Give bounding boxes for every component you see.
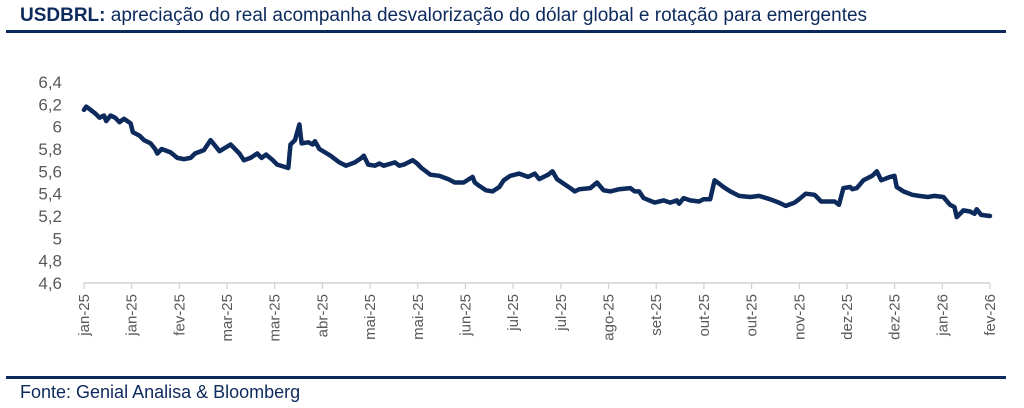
x-tick-label: mai-25 <box>362 294 379 340</box>
title-ticker: USDBRL: <box>20 5 106 26</box>
chart-title: USDBRL: apreciação do real acompanha des… <box>20 5 867 27</box>
x-tick-label: ago-25 <box>601 294 618 341</box>
x-tick-label: jul-25 <box>505 294 522 332</box>
x-tick-label: mar-25 <box>267 294 284 342</box>
x-tick-label: jun-25 <box>457 294 474 337</box>
y-tick-label: 4,8 <box>38 252 62 271</box>
x-tick-label: dez-25 <box>887 294 904 340</box>
title-text: apreciação do real acompanha desvaloriza… <box>105 5 868 26</box>
x-tick-label: out-25 <box>744 294 761 337</box>
x-tick-label: set-25 <box>648 294 665 336</box>
usdbrl-series-line <box>81 104 993 220</box>
title-divider <box>6 30 1006 33</box>
footer-divider <box>6 376 1006 379</box>
x-tick-label: jan-25 <box>124 294 141 337</box>
x-tick-label: mar-25 <box>219 294 236 342</box>
x-tick-label: jan-26 <box>934 294 951 337</box>
x-tick-label: jul-25 <box>553 294 570 332</box>
y-tick-label: 5,6 <box>38 162 62 181</box>
y-tick-label: 6,2 <box>38 95 62 114</box>
y-tick-label: 5,8 <box>38 140 62 159</box>
y-tick-label: 5 <box>53 229 62 248</box>
x-tick-label: dez-25 <box>839 294 856 340</box>
y-tick-label: 6,4 <box>38 73 62 92</box>
y-axis: 6,4 6,2 6 5,8 5,6 5,4 5,2 5 4,8 4,6 <box>38 73 62 293</box>
x-axis: jan-25 jan-25 fev-25 mar-25 mar-25 abr-25 mai-… <box>76 282 999 342</box>
x-tick-label: jan-25 <box>76 294 93 337</box>
x-tick-label: fev-26 <box>982 294 999 336</box>
x-tick-label: mai-25 <box>410 294 427 340</box>
x-tick-label: out-25 <box>696 294 713 337</box>
x-tick-label: abr-25 <box>314 294 331 337</box>
source-note: Fonte: Genial Analisa & Bloomberg <box>20 382 301 402</box>
x-tick-label: nov-25 <box>791 294 808 340</box>
x-tick-label: fev-25 <box>171 294 188 336</box>
y-tick-label: 5,4 <box>38 185 62 204</box>
y-tick-label: 4,6 <box>38 274 62 293</box>
y-tick-label: 6 <box>53 118 62 137</box>
y-tick-label: 5,2 <box>38 207 62 226</box>
